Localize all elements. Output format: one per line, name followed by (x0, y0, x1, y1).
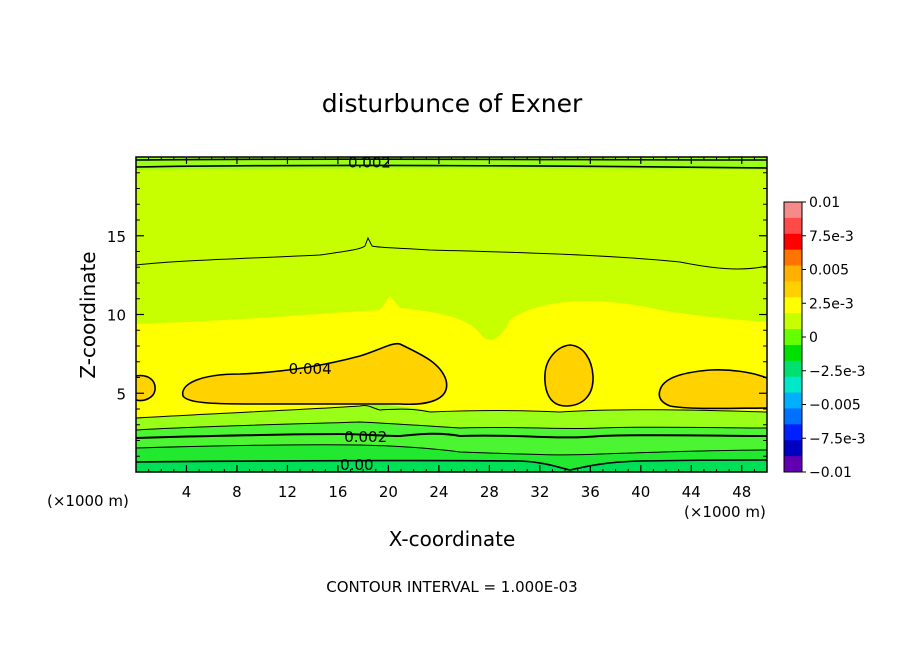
max-region-main (182, 343, 447, 405)
y-tick-label: 10 (107, 307, 126, 325)
colorbar-label: 0.01 (809, 195, 840, 211)
colorbar-label: 0 (809, 330, 818, 346)
colorbar-swatch (784, 265, 802, 282)
contour-line-004-main (182, 342, 448, 406)
colorbar-swatch (784, 249, 802, 267)
contour-line-004-center (544, 344, 594, 407)
contour-line-top (136, 158, 767, 161)
colorbar-swatch (784, 297, 802, 314)
x-tick-label: 20 (379, 483, 398, 501)
x-tick-label: 16 (328, 483, 347, 501)
x-tick-label: 48 (732, 483, 751, 501)
colorbar-label: −2.5e-3 (809, 364, 866, 380)
contour-labels: 0.002 0.004 0.002 0.00 (289, 154, 391, 474)
x-tick-label: 4 (182, 483, 192, 501)
contour-line-low-5 (136, 459, 767, 471)
colorbar-label: 0.005 (809, 263, 849, 279)
contour-line-upper (136, 164, 767, 169)
colorbar-swatch (784, 281, 802, 298)
y-tick-label: 5 (116, 385, 126, 403)
colorbar-swatch (784, 217, 802, 235)
colorbar-label: −7.5e-3 (809, 431, 866, 447)
contour-line-low-1 (136, 405, 767, 419)
colorbar-swatch (784, 376, 802, 394)
contour-line-15 (136, 236, 767, 270)
colorbar-label: −0.01 (809, 465, 852, 481)
contour-label: 0.002 (344, 428, 387, 446)
colorbar-swatch (784, 408, 802, 425)
plot-area (136, 157, 767, 472)
contour-line-004-left (136, 374, 156, 402)
y-tick-label: 15 (107, 228, 126, 246)
chart-title: disturbunce of Exner (322, 89, 583, 118)
contour-label: 0.004 (289, 360, 332, 378)
contour-line-low-4 (136, 444, 767, 456)
colorbar-swatch (784, 329, 802, 346)
x-unit-right: (×1000 m) (684, 503, 766, 521)
colorbar-swatch (784, 456, 802, 473)
x-tick-label: 12 (278, 483, 297, 501)
colorbar-swatch (784, 424, 802, 441)
x-tick-label: 28 (480, 483, 499, 501)
max-region-right (659, 369, 767, 409)
contour-line-low-2 (136, 421, 767, 431)
contour-lines (136, 158, 767, 471)
colorbar-label: −0.005 (809, 398, 861, 414)
x-tick-label: 40 (631, 483, 650, 501)
colorbar-swatch (784, 313, 802, 330)
x-axis: 4 8 12 16 20 24 28 32 36 40 44 48 (148, 157, 755, 501)
x-tick-label: 36 (581, 483, 600, 501)
y-axis: 5 10 15 (107, 172, 767, 457)
x-tick-label: 32 (530, 483, 549, 501)
colorbar: 0.01 7.5e-3 0.005 2.5e-3 0 −2.5e-3 −0.005 −7.5e… (783, 195, 866, 481)
x-tick-label: 8 (232, 483, 242, 501)
colorbar-swatch (784, 233, 802, 251)
y-axis-label: Z-coordinate (76, 251, 100, 378)
max-region-left-edge (136, 375, 156, 401)
contour-interval-note: CONTOUR INTERVAL = 1.000E-03 (326, 578, 577, 596)
contour-line-004-right (658, 369, 767, 410)
x-axis-label: X-coordinate (389, 527, 516, 551)
max-region-center (544, 345, 594, 406)
x-unit-left: (×1000 m) (47, 492, 129, 510)
colorbar-swatch (784, 392, 802, 409)
colorbar-swatch (784, 344, 802, 362)
colorbar-swatch (784, 360, 802, 378)
colorbar-label: 2.5e-3 (809, 296, 854, 312)
x-tick-label: 24 (429, 483, 448, 501)
colorbar-swatch (784, 440, 802, 457)
contour-label: 0.002 (348, 154, 391, 172)
colorbar-label: 7.5e-3 (809, 229, 854, 245)
contour-line-low-3 (136, 432, 767, 439)
x-tick-label: 44 (682, 483, 701, 501)
contour-label: 0.00 (340, 456, 373, 474)
colorbar-swatch (784, 202, 802, 219)
